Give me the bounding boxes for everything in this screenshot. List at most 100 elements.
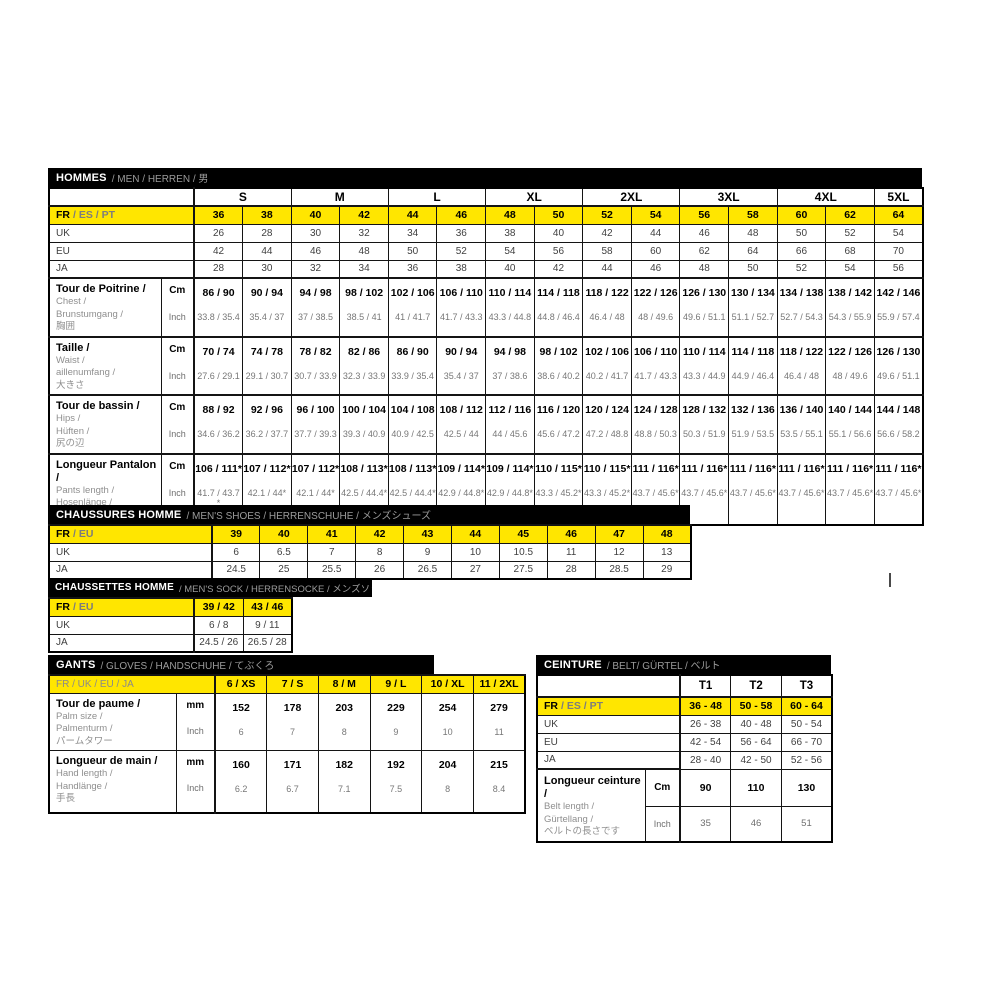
row-label: FR / EU [48, 524, 213, 544]
table-cell: 130 / 134 51.1 / 52.7 [728, 277, 778, 337]
table-cell: 42 [533, 259, 584, 279]
table-cell: 36 [193, 205, 244, 225]
table-cell: 182 7.1 [317, 750, 371, 813]
table-cell: 110 [730, 768, 782, 807]
table-cell: 96 / 100 37.7 / 39.3 [290, 394, 341, 454]
table-cell: 64 [873, 205, 924, 225]
table-cell: 62 [679, 241, 730, 261]
row-label-secondary: / ES / PT [73, 209, 116, 222]
table-cell: 54 [825, 259, 875, 279]
gloves-section-header: GANTS / GLOVES / HANDSCHUHE / てぶくろ [48, 655, 434, 674]
table-cell: 42 [193, 241, 244, 261]
empty-cell [48, 187, 195, 207]
shoes-section: CHAUSSURES HOMME / MEN'S SHOES / HERRENS… [48, 505, 692, 580]
empty-cell [536, 674, 681, 698]
table-cell: 86 / 90 33.9 / 35.4 [387, 335, 438, 396]
table-cell: 111 / 116* 43.7 / 45.6* [776, 452, 827, 526]
table-cell: 47 [594, 524, 644, 544]
table-row: FR / ES / PT 36 38 40 42 44 46 48 50 52 54 56 58 60 62… [48, 205, 924, 225]
table-cell: 28 - 40 [679, 750, 732, 770]
group-header: L [387, 187, 487, 207]
table-cell: 46 [679, 223, 730, 243]
table-cell: 26.5 [403, 560, 452, 580]
table-cell: 98 / 102 38.5 / 41 [339, 277, 389, 337]
table-cell: 171 6.7 [266, 750, 319, 813]
table-cell: 254 10 [421, 692, 474, 751]
table-cell: 28 [193, 259, 244, 279]
group-header: S [193, 187, 292, 207]
table-cell: 35 [679, 805, 732, 843]
hommes-size-table: S M L XL 2XL 3XL 4XL 5XL FR / ES / PT 36 3… [48, 187, 924, 526]
table-cell: 66 [776, 241, 827, 261]
table-cell: 32 [290, 259, 341, 279]
table-cell: 56 [679, 205, 730, 225]
table-cell: 62 [825, 205, 875, 225]
row-label-primary: FR [56, 209, 70, 222]
table-cell: 48 [728, 223, 778, 243]
group-header: 4XL [776, 187, 875, 207]
table-row: T1 T2 T3 [536, 674, 833, 698]
row-label: UK [48, 542, 213, 562]
table-cell: 8 / M [317, 674, 371, 694]
table-cell: 50 - 54 [780, 714, 833, 734]
table-cell: 60 [776, 205, 827, 225]
table-cell: 46 [630, 259, 681, 279]
row-label: Tour de bassin / Hips / Hüften / 尻の辺 [48, 394, 162, 454]
table-cell: 124 / 128 48.8 / 50.3 [630, 394, 681, 454]
unit-cell: Cm Inch [160, 394, 195, 454]
table-row: S M L XL 2XL 3XL 4XL 5XL [48, 187, 924, 207]
table-cell: 13 [642, 542, 692, 562]
table-cell: 38 [436, 259, 487, 279]
table-cell: 60 [630, 241, 681, 261]
table-cell: 122 / 126 48 / 49.6 [630, 277, 681, 337]
unit-cell: Cm [644, 767, 681, 807]
table-cell: 102 / 106 41 / 41.7 [387, 277, 438, 337]
table-cell: 86 / 90 33.8 / 35.4 [193, 277, 244, 337]
table-cell: 140 / 144 55.1 / 56.6 [825, 394, 875, 454]
table-cell: 36 [387, 259, 438, 279]
table-cell: 111 / 116* 43.7 / 45.6* [825, 452, 875, 526]
row-label: UK [48, 223, 195, 243]
table-row: UK 26 28 30 32 34 36 38 40 42 44 46 48 50 52 54 [48, 223, 924, 243]
hommes-subtitle: / MEN / HERREN / 男 [111, 174, 209, 185]
table-cell: 106 / 110 41.7 / 43.3 [436, 277, 487, 337]
table-row: UK 26 - 38 40 - 48 50 - 54 [536, 714, 833, 734]
group-header: 5XL [873, 187, 924, 207]
row-label: FR / UK / EU / JA [48, 674, 217, 694]
table-cell: 90 / 94 35.4 / 37 [242, 277, 292, 337]
table-cell: 46 [436, 205, 487, 225]
table-cell: 203 8 [317, 692, 371, 751]
table-cell: 100 / 104 39.3 / 40.9 [339, 394, 389, 454]
table-cell: 279 11 [472, 692, 526, 751]
table-cell: 116 / 120 45.6 / 47.2 [533, 394, 584, 454]
gloves-section: GANTS / GLOVES / HANDSCHUHE / てぶくろ FR / … [48, 655, 527, 814]
table-cell: 54 [630, 205, 681, 225]
row-label: FR / EU [48, 597, 195, 617]
table-cell: 142 / 146 55.9 / 57.4 [873, 277, 924, 337]
group-header: 2XL [582, 187, 681, 207]
table-cell: 26 [193, 223, 244, 243]
table-cell: 34 [339, 259, 389, 279]
table-cell: 120 / 124 47.2 / 48.8 [582, 394, 632, 454]
row-label: Tour de Poitrine / Chest / Brunstumgang … [48, 277, 162, 337]
table-cell: 36 [436, 223, 487, 243]
gloves-subtitle: / GLOVES / HANDSCHUHE / てぶくろ [100, 661, 275, 672]
table-cell: 24.5 / 26 [193, 633, 244, 653]
unit-cell: Inch [644, 805, 681, 843]
row-label: UK [48, 615, 195, 635]
shoes-section-header: CHAUSSURES HOMME / MEN'S SHOES / HERRENS… [48, 505, 690, 524]
row-label: Tour de paume / Palm size / Palmenturm /… [48, 692, 177, 751]
table-cell: 106 / 110 41.7 / 43.3 [630, 335, 681, 396]
table-row: Taille / Waist / aillenumfang / 大きさ Cm I… [48, 335, 924, 396]
table-cell: 26 - 38 [679, 714, 732, 734]
table-cell: 90 / 94 35.4 / 37 [436, 335, 487, 396]
table-cell: 56 - 64 [730, 732, 782, 752]
table-cell: 27 [450, 560, 500, 580]
table-cell: 44 [450, 524, 500, 544]
table-cell: 50 [387, 241, 438, 261]
table-cell: 10 / XL [421, 674, 474, 694]
row-label: UK [536, 714, 681, 734]
table-cell: 152 6 [214, 692, 268, 751]
